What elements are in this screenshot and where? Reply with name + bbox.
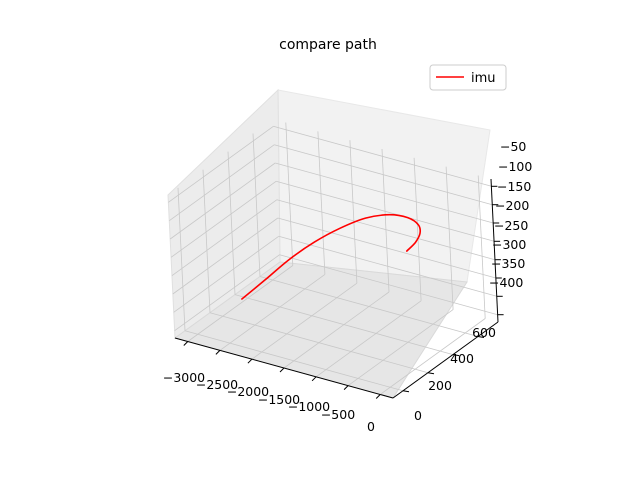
x-tick-mark bbox=[279, 367, 285, 373]
x-tick-mark bbox=[343, 385, 349, 390]
x-tick-label: −500 bbox=[321, 407, 355, 422]
x-tick-label: −2500 bbox=[196, 377, 238, 392]
y-tick-label: 0 bbox=[414, 408, 422, 423]
series-group bbox=[241, 213, 422, 300]
z-grid-line bbox=[174, 254, 280, 332]
x-grid-line bbox=[283, 291, 390, 369]
x-grid-line bbox=[413, 157, 422, 301]
z-grid-line bbox=[277, 217, 496, 279]
z-grid-line bbox=[170, 180, 277, 258]
x-grid-line bbox=[445, 166, 454, 310]
grid-lines bbox=[168, 122, 498, 395]
y-tick-label: 400 bbox=[450, 351, 474, 366]
y-grid-line bbox=[252, 133, 261, 277]
z-grid-line bbox=[278, 235, 497, 297]
y-axis-line bbox=[392, 321, 499, 399]
x-tick-mark bbox=[247, 358, 253, 364]
z-tick-label: −400 bbox=[489, 275, 523, 290]
tick-marks bbox=[183, 185, 504, 399]
z-axis-tick-labels: −50 −100 −150 −200 −250 −300 −350 −400 bbox=[489, 139, 532, 290]
x-tick-label: −1500 bbox=[258, 392, 300, 407]
series-line-imu bbox=[241, 213, 422, 300]
z-grid-line bbox=[173, 235, 279, 313]
x-tick-label: −3000 bbox=[163, 370, 205, 385]
y-grid-line bbox=[202, 169, 211, 313]
z-axis-line bbox=[490, 178, 499, 323]
x-grid-line bbox=[317, 131, 326, 275]
y-tick-mark bbox=[477, 336, 485, 338]
x-grid-line bbox=[251, 282, 358, 360]
x-grid-line bbox=[477, 175, 486, 319]
y-grid-line bbox=[177, 187, 186, 331]
z-tick-label: −250 bbox=[494, 218, 528, 233]
z-tick-label: −300 bbox=[492, 237, 526, 252]
z-tick-label: −100 bbox=[498, 159, 532, 174]
x-grid-line bbox=[379, 318, 486, 395]
z-grid-line bbox=[275, 180, 495, 242]
x-axis-tick-labels: −3000 −2500 −2000 −1500 −1000 −500 0 bbox=[163, 370, 375, 434]
z-tick-label: −200 bbox=[495, 198, 529, 213]
z-grid-line bbox=[276, 199, 496, 261]
x-tick-label: 0 bbox=[367, 419, 375, 434]
y-tick-label: 600 bbox=[472, 325, 496, 340]
x-grid-line bbox=[381, 148, 390, 293]
y-grid-line bbox=[184, 330, 404, 392]
x-tick-mark bbox=[183, 341, 189, 346]
chart-title: compare path bbox=[279, 37, 377, 53]
y-tick-mark bbox=[402, 390, 410, 393]
z-grid-line bbox=[279, 254, 498, 316]
x-tick-label: −1000 bbox=[288, 399, 330, 414]
y-tick-mark bbox=[427, 372, 435, 375]
legend-box bbox=[429, 64, 507, 91]
x-tick-mark bbox=[375, 394, 381, 399]
x-grid-line bbox=[187, 265, 294, 342]
x-grid-line bbox=[219, 274, 326, 351]
legend-label-imu: imu bbox=[471, 71, 496, 86]
z-grid-line bbox=[171, 199, 278, 277]
y-axis-tick-labels: 0 200 400 600 bbox=[414, 325, 496, 423]
x-tick-mark bbox=[215, 350, 221, 355]
x-grid-line bbox=[347, 309, 454, 386]
x-grid-line bbox=[285, 122, 294, 266]
y-grid-line bbox=[227, 151, 236, 295]
z-tick-label: −50 bbox=[500, 139, 526, 154]
z-grid-line bbox=[273, 125, 492, 187]
x-grid-line bbox=[315, 300, 422, 378]
z-grid-line bbox=[275, 162, 494, 224]
x-tick-label: −2000 bbox=[227, 384, 269, 399]
z-grid-line bbox=[172, 217, 279, 295]
y-tick-mark bbox=[452, 354, 460, 357]
y-grid-line bbox=[259, 276, 479, 337]
z-grid-line bbox=[169, 144, 275, 222]
z-grid-line bbox=[274, 144, 493, 206]
legend: imu bbox=[429, 64, 507, 91]
x-tick-mark bbox=[311, 376, 317, 382]
y-grid-line bbox=[234, 294, 454, 355]
z-grid-line bbox=[168, 125, 274, 203]
z-tick-label: −350 bbox=[491, 256, 525, 271]
y-grid-line bbox=[209, 312, 429, 374]
z-grid-line bbox=[169, 162, 276, 240]
z-tick-label: −150 bbox=[497, 179, 531, 194]
y-tick-label: 200 bbox=[428, 378, 452, 393]
x-grid-line bbox=[349, 140, 358, 284]
